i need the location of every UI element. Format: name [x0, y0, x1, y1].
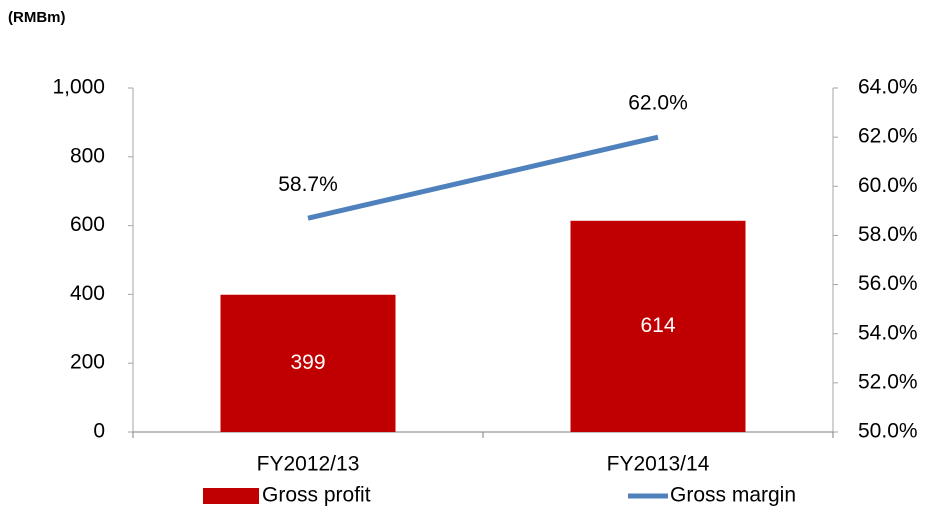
y2-tick-label: 52.0% — [858, 370, 918, 393]
legend-label: Gross margin — [670, 484, 796, 507]
bar-value-label: 399 — [290, 351, 325, 374]
line-value-label: 58.7% — [278, 173, 338, 196]
y-tick-label: 0 — [93, 420, 105, 443]
legend-swatch — [203, 488, 259, 504]
y-tick-label: 600 — [70, 213, 105, 236]
y-tick-label: 800 — [70, 144, 105, 167]
line-value-label: 62.0% — [628, 92, 688, 115]
y2-tick-label: 56.0% — [858, 272, 918, 295]
x-tick-label: FY2013/14 — [607, 453, 710, 476]
bar — [220, 294, 396, 432]
x-tick-label: FY2012/13 — [257, 453, 360, 476]
y-tick-label: 200 — [70, 351, 105, 374]
y2-tick-label: 50.0% — [858, 420, 918, 443]
legend-label: Gross profit — [262, 484, 371, 507]
unit-label: (RMBm) — [8, 9, 66, 26]
y2-tick-label: 64.0% — [858, 76, 918, 99]
y2-tick-label: 62.0% — [858, 125, 918, 148]
y2-tick-label: 58.0% — [858, 223, 918, 246]
y2-tick-label: 54.0% — [858, 321, 918, 344]
y-tick-label: 400 — [70, 282, 105, 305]
y2-tick-label: 60.0% — [858, 174, 918, 197]
line — [307, 134, 659, 221]
bar — [570, 220, 746, 432]
y-tick-label: 1,000 — [52, 76, 105, 99]
bar-value-label: 614 — [640, 314, 675, 337]
